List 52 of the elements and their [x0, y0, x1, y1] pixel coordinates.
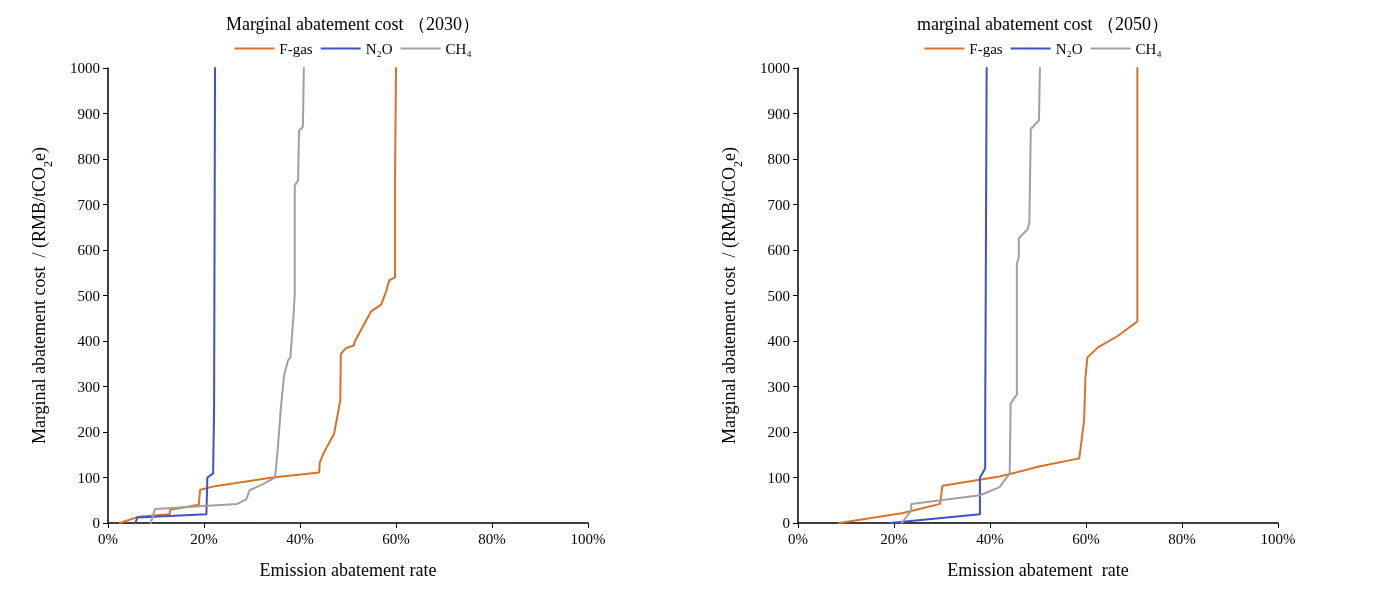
line-series	[149, 67, 305, 524]
y-tick-label: 200	[767, 424, 790, 440]
y-tick-label: 900	[77, 105, 100, 122]
legend-label: CH₄	[445, 40, 472, 57]
x-tick-label: 20%	[880, 530, 908, 547]
legend-label: N₂O	[365, 40, 393, 57]
x-tick-label: 40%	[976, 530, 1004, 547]
chart-title: marginal abatement cost （2050）	[916, 14, 1170, 34]
y-tick-label: 700	[77, 196, 100, 213]
line-series	[134, 67, 217, 524]
y-tick-label: 300	[77, 378, 100, 395]
line-series	[838, 67, 1139, 524]
legend-label: F-gas	[279, 40, 313, 57]
line-series	[900, 67, 1041, 524]
x-tick-label: 80%	[1168, 530, 1196, 547]
y-tick-label: 500	[767, 287, 790, 304]
y-tick-label: 100	[767, 469, 790, 486]
y-tick-label: 600	[767, 242, 790, 258]
y-tick-label: 0	[782, 515, 790, 531]
y-tick-label: 100	[77, 469, 100, 486]
x-tick-label: 100%	[1260, 530, 1296, 547]
x-tick-label: 60%	[382, 530, 410, 547]
y-tick-label: 300	[767, 378, 790, 395]
x-tick-label: 100%	[570, 530, 606, 547]
y-tick-label: 400	[767, 333, 790, 349]
x-axis-title: Emission abatement rate	[947, 560, 1129, 580]
y-tick-label: 1000	[760, 60, 790, 76]
y-axis-title: Marginal abatement cost / (RMB/tCO2e)	[719, 146, 745, 445]
y-tick-label: 500	[77, 287, 100, 304]
y-tick-label: 600	[77, 242, 100, 258]
legend-label: F-gas	[969, 40, 1003, 57]
x-tick-label: 0%	[98, 530, 118, 547]
x-tick-label: 60%	[1072, 530, 1100, 547]
y-tick-label: 900	[767, 105, 790, 122]
y-tick-label: 0	[92, 515, 100, 531]
line-series	[119, 67, 397, 524]
y-tick-label: 700	[767, 196, 790, 213]
x-tick-label: 0%	[788, 530, 808, 547]
x-axis-title: Emission abatement rate	[259, 560, 437, 580]
y-tick-label: 200	[77, 424, 100, 440]
line-series	[889, 67, 988, 524]
x-tick-label: 80%	[478, 530, 506, 547]
y-tick-label: 400	[77, 333, 100, 349]
x-tick-label: 40%	[286, 530, 314, 547]
chart-title: Marginal abatement cost （2030）	[225, 14, 481, 34]
legend-label: CH₄	[1135, 40, 1162, 57]
y-tick-label: 800	[77, 151, 100, 167]
y-tick-label: 1000	[70, 60, 100, 76]
legend-label: N₂O	[1055, 40, 1083, 57]
y-axis-title: Marginal abatement cost / (RMB/tCO2e)	[29, 146, 55, 445]
x-tick-label: 20%	[190, 530, 218, 547]
y-tick-label: 800	[767, 151, 790, 167]
